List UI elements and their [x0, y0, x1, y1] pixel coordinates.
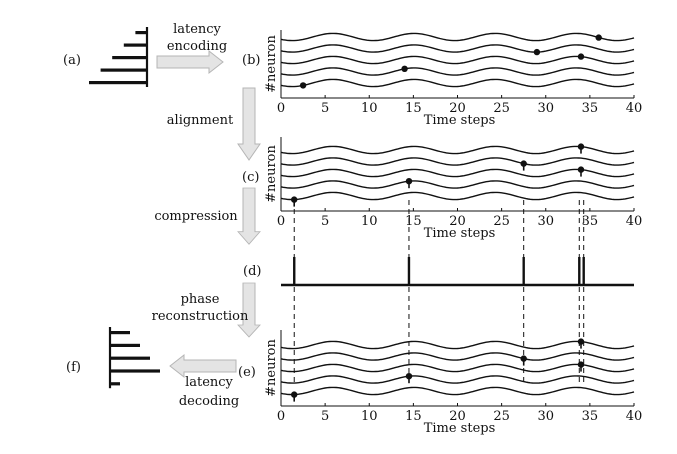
step-phase-reconstruction-line1: phase — [181, 292, 220, 307]
latency-bars-f — [108, 327, 160, 389]
x-tick-label: 5 — [321, 409, 329, 424]
y-axis-title: #neuron — [264, 35, 279, 93]
x-tick-label: 25 — [493, 214, 510, 229]
x-tick-label: 40 — [626, 101, 643, 116]
step-compression: compression — [154, 209, 238, 224]
spike-point — [520, 355, 527, 362]
neuron-wave — [280, 168, 635, 178]
dashed-alignment-guides — [293, 200, 585, 382]
panel-label-f: (f) — [66, 360, 81, 375]
x-axis-title: Time steps — [424, 226, 496, 241]
latency-bar — [100, 68, 147, 72]
y-axis-title: #neuron — [264, 145, 279, 203]
x-tick-label: 20 — [449, 214, 466, 229]
step-phase-reconstruction-line2: reconstruction — [152, 309, 249, 324]
step-latency-encoding-line2: encoding — [167, 39, 227, 54]
x-tick-label: 0 — [277, 409, 285, 424]
neuron-wave — [280, 32, 635, 42]
arrow-b-to-c — [237, 87, 261, 161]
latency-bar — [123, 43, 147, 47]
panel-label-c: (c) — [242, 170, 259, 185]
panel-d-spike-train — [281, 257, 634, 287]
x-tick-label: 30 — [537, 409, 554, 424]
spike-point — [401, 65, 408, 73]
x-tick-label: 25 — [493, 409, 510, 424]
x-tick-label: 0 — [277, 101, 285, 116]
neuron-wave — [280, 78, 635, 88]
x-tick-label: 35 — [582, 409, 599, 424]
panel-e-waves: 0 5 10 15 20 25 30 35 40 Time steps #neuron — [264, 330, 642, 436]
step-latency-decoding-line1: latency — [185, 375, 233, 390]
x-tick-label: 35 — [582, 101, 599, 116]
x-tick-label: 20 — [449, 409, 466, 424]
neuron-wave — [280, 67, 635, 76]
panel-b-waves: 0 5 10 15 20 25 30 35 40 Time steps #neuron — [264, 30, 642, 128]
latency-bars-a — [89, 27, 149, 87]
neuron-wave — [280, 157, 635, 166]
x-tick-label: 15 — [405, 409, 422, 424]
neuron-wave — [280, 44, 635, 53]
x-tick-label: 40 — [626, 214, 643, 229]
panel-c-waves: 0 5 10 15 20 25 30 35 40 Time steps #neuron — [264, 137, 642, 241]
x-tick-label: 15 — [405, 214, 422, 229]
arrow-c-to-d — [237, 187, 261, 245]
x-axis-title: Time steps — [424, 113, 496, 128]
x-axis-title: Time steps — [424, 421, 496, 436]
x-tick-label: 10 — [361, 214, 378, 229]
y-axis-title: #neuron — [264, 339, 279, 397]
panel-label-e: (e) — [238, 365, 256, 380]
arrow-a-to-b — [156, 50, 224, 74]
latency-bar — [135, 31, 147, 35]
spike-point — [577, 53, 585, 60]
x-tick-label: 30 — [537, 101, 554, 116]
panel-label-b: (b) — [242, 53, 260, 68]
neuron-wave — [280, 352, 635, 361]
latency-bar — [89, 81, 147, 85]
panel-label-a: (a) — [63, 53, 81, 68]
step-latency-encoding-line1: latency — [173, 22, 221, 37]
spike-point — [533, 48, 541, 56]
x-tick-label: 35 — [582, 214, 599, 229]
neuron-wave — [280, 145, 635, 155]
neuron-wave — [280, 375, 635, 384]
x-tick-label: 10 — [361, 101, 378, 116]
x-tick-label: 25 — [493, 101, 510, 116]
latency-bar — [110, 356, 150, 360]
neuron-wave — [280, 386, 635, 396]
arrow-e-to-f — [169, 354, 237, 378]
x-tick-label: 0 — [277, 214, 285, 229]
spike-point — [299, 82, 307, 89]
x-tick-label: 30 — [537, 214, 554, 229]
neuron-wave — [280, 363, 635, 373]
latency-bar — [110, 382, 120, 386]
x-tick-label: 5 — [321, 214, 329, 229]
step-latency-decoding-line2: decoding — [179, 394, 239, 409]
latency-bar — [110, 369, 160, 373]
spike-point — [595, 34, 602, 41]
neuron-wave — [280, 191, 635, 201]
neuron-wave — [280, 340, 635, 350]
x-tick-label: 15 — [405, 101, 422, 116]
neuron-wave — [280, 55, 635, 65]
x-tick-label: 10 — [361, 409, 378, 424]
neuron-wave — [280, 180, 635, 189]
latency-bar — [112, 56, 147, 60]
panel-label-d: (d) — [243, 264, 261, 279]
x-tick-label: 20 — [449, 101, 466, 116]
latency-bar — [110, 331, 130, 335]
step-alignment: alignment — [167, 113, 234, 128]
x-tick-label: 5 — [321, 101, 329, 116]
latency-bar — [110, 343, 140, 347]
x-tick-label: 40 — [626, 409, 643, 424]
spike-point — [291, 391, 298, 398]
